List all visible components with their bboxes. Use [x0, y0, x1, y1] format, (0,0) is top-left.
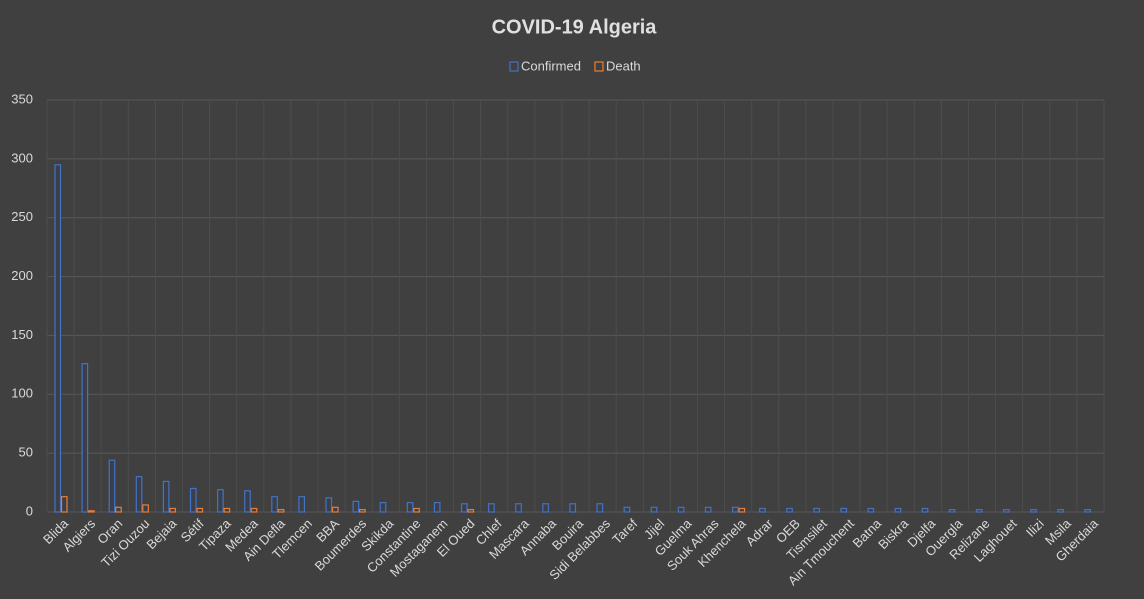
bar: [894, 507, 902, 513]
bar: [596, 503, 604, 513]
y-tick-label: 150: [11, 327, 33, 342]
bar: [515, 503, 522, 513]
bar: [352, 500, 360, 513]
bar: [277, 509, 285, 513]
y-tick-label: 0: [26, 503, 33, 518]
bar: [250, 507, 258, 513]
bar: [542, 503, 549, 513]
bar: [488, 503, 495, 513]
bar: [433, 501, 441, 513]
bar: [271, 496, 278, 513]
bar: [54, 164, 62, 513]
bar: [413, 507, 420, 513]
bar: [217, 489, 224, 513]
legend-swatch: [594, 61, 604, 72]
bar: [569, 503, 577, 513]
bar: [677, 506, 685, 513]
bar: [115, 506, 122, 513]
legend-label: Death: [606, 58, 641, 73]
bar: [759, 507, 766, 513]
bar: [786, 507, 793, 513]
bar: [840, 507, 848, 513]
y-tick-label: 350: [11, 91, 33, 106]
y-tick-label: 200: [11, 268, 33, 283]
chart-title: COVID-19 Algeria: [492, 16, 658, 38]
bar: [1084, 509, 1091, 513]
bar: [921, 507, 929, 513]
bar: [142, 504, 149, 513]
bar: [623, 506, 631, 513]
bar: [1002, 509, 1010, 513]
bar: [379, 501, 387, 513]
y-tick-label: 250: [11, 209, 33, 224]
bar: [325, 497, 333, 513]
bar: [331, 506, 339, 513]
legend-swatch: [509, 61, 519, 72]
bar: [467, 509, 475, 513]
bar: [223, 507, 231, 513]
bar: [244, 490, 251, 513]
bar: [81, 363, 89, 513]
bar: [189, 487, 197, 513]
bar: [298, 496, 306, 513]
y-tick-label: 300: [11, 150, 33, 165]
bar: [867, 507, 875, 513]
bar: [359, 509, 366, 513]
legend-label: Confirmed: [521, 58, 581, 73]
bar: [88, 510, 95, 513]
bar: [975, 509, 983, 513]
bar: [406, 501, 414, 513]
bar: [1030, 509, 1037, 513]
bar: [196, 507, 204, 513]
bar: [460, 503, 468, 513]
bar: [704, 506, 712, 513]
bar: [108, 459, 116, 513]
bar: [135, 476, 143, 513]
bar: [650, 506, 658, 513]
bar: [162, 480, 170, 513]
bar: [60, 496, 68, 513]
bar: [731, 506, 739, 513]
bar: [738, 507, 746, 513]
bar: [948, 509, 956, 513]
bar: [1057, 509, 1064, 513]
y-tick-label: 50: [19, 445, 33, 460]
bar: [169, 507, 177, 513]
bar: [813, 507, 820, 513]
y-tick-label: 100: [11, 386, 33, 401]
